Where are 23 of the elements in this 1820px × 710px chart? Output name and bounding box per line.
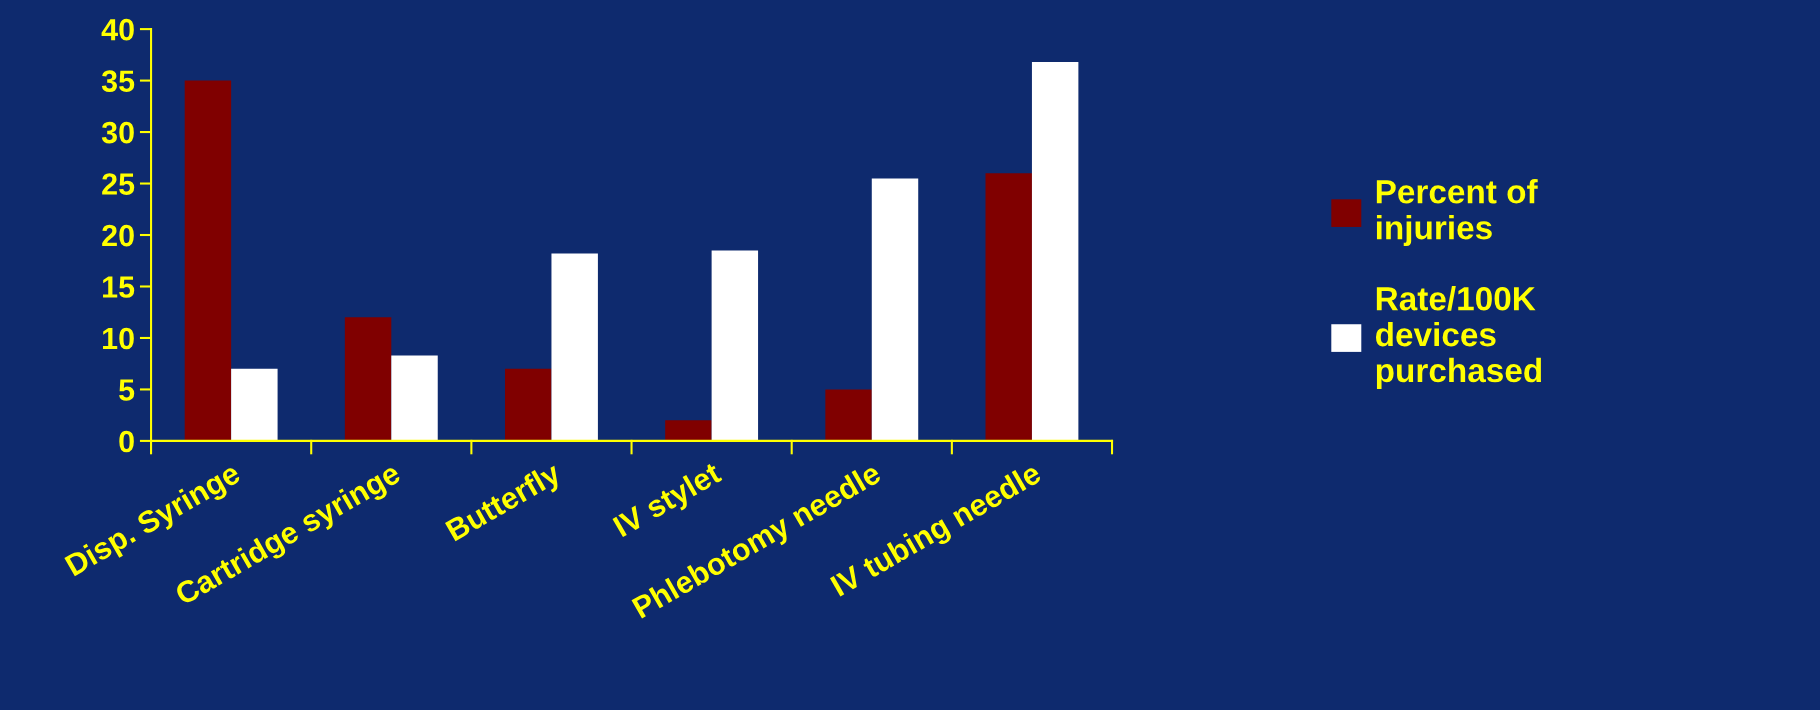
bar xyxy=(871,178,919,441)
y-tick-label: 10 xyxy=(103,327,134,350)
bar xyxy=(1031,62,1079,441)
bar xyxy=(391,355,438,441)
bar xyxy=(231,368,278,441)
legend-label: Percent of injuries xyxy=(1376,179,1538,247)
bar xyxy=(505,368,552,441)
y-tick-label: 35 xyxy=(101,70,135,92)
y-tick-label: 40 xyxy=(101,18,134,41)
y-tick-label: 25 xyxy=(102,173,135,195)
y-tick-label: 5 xyxy=(119,379,135,401)
bar xyxy=(711,250,759,441)
bar xyxy=(665,420,712,441)
bar xyxy=(985,173,1032,441)
legend-label: Rate/100K devices purchased xyxy=(1376,286,1542,389)
bar xyxy=(825,389,872,441)
bar xyxy=(344,317,392,441)
y-tick-label: 15 xyxy=(103,276,135,298)
y-tick-label: 30 xyxy=(101,121,134,144)
y-tick-label: 20 xyxy=(102,224,134,247)
bar xyxy=(551,253,598,441)
bar xyxy=(184,80,232,441)
y-tick-label: 0 xyxy=(119,430,134,453)
